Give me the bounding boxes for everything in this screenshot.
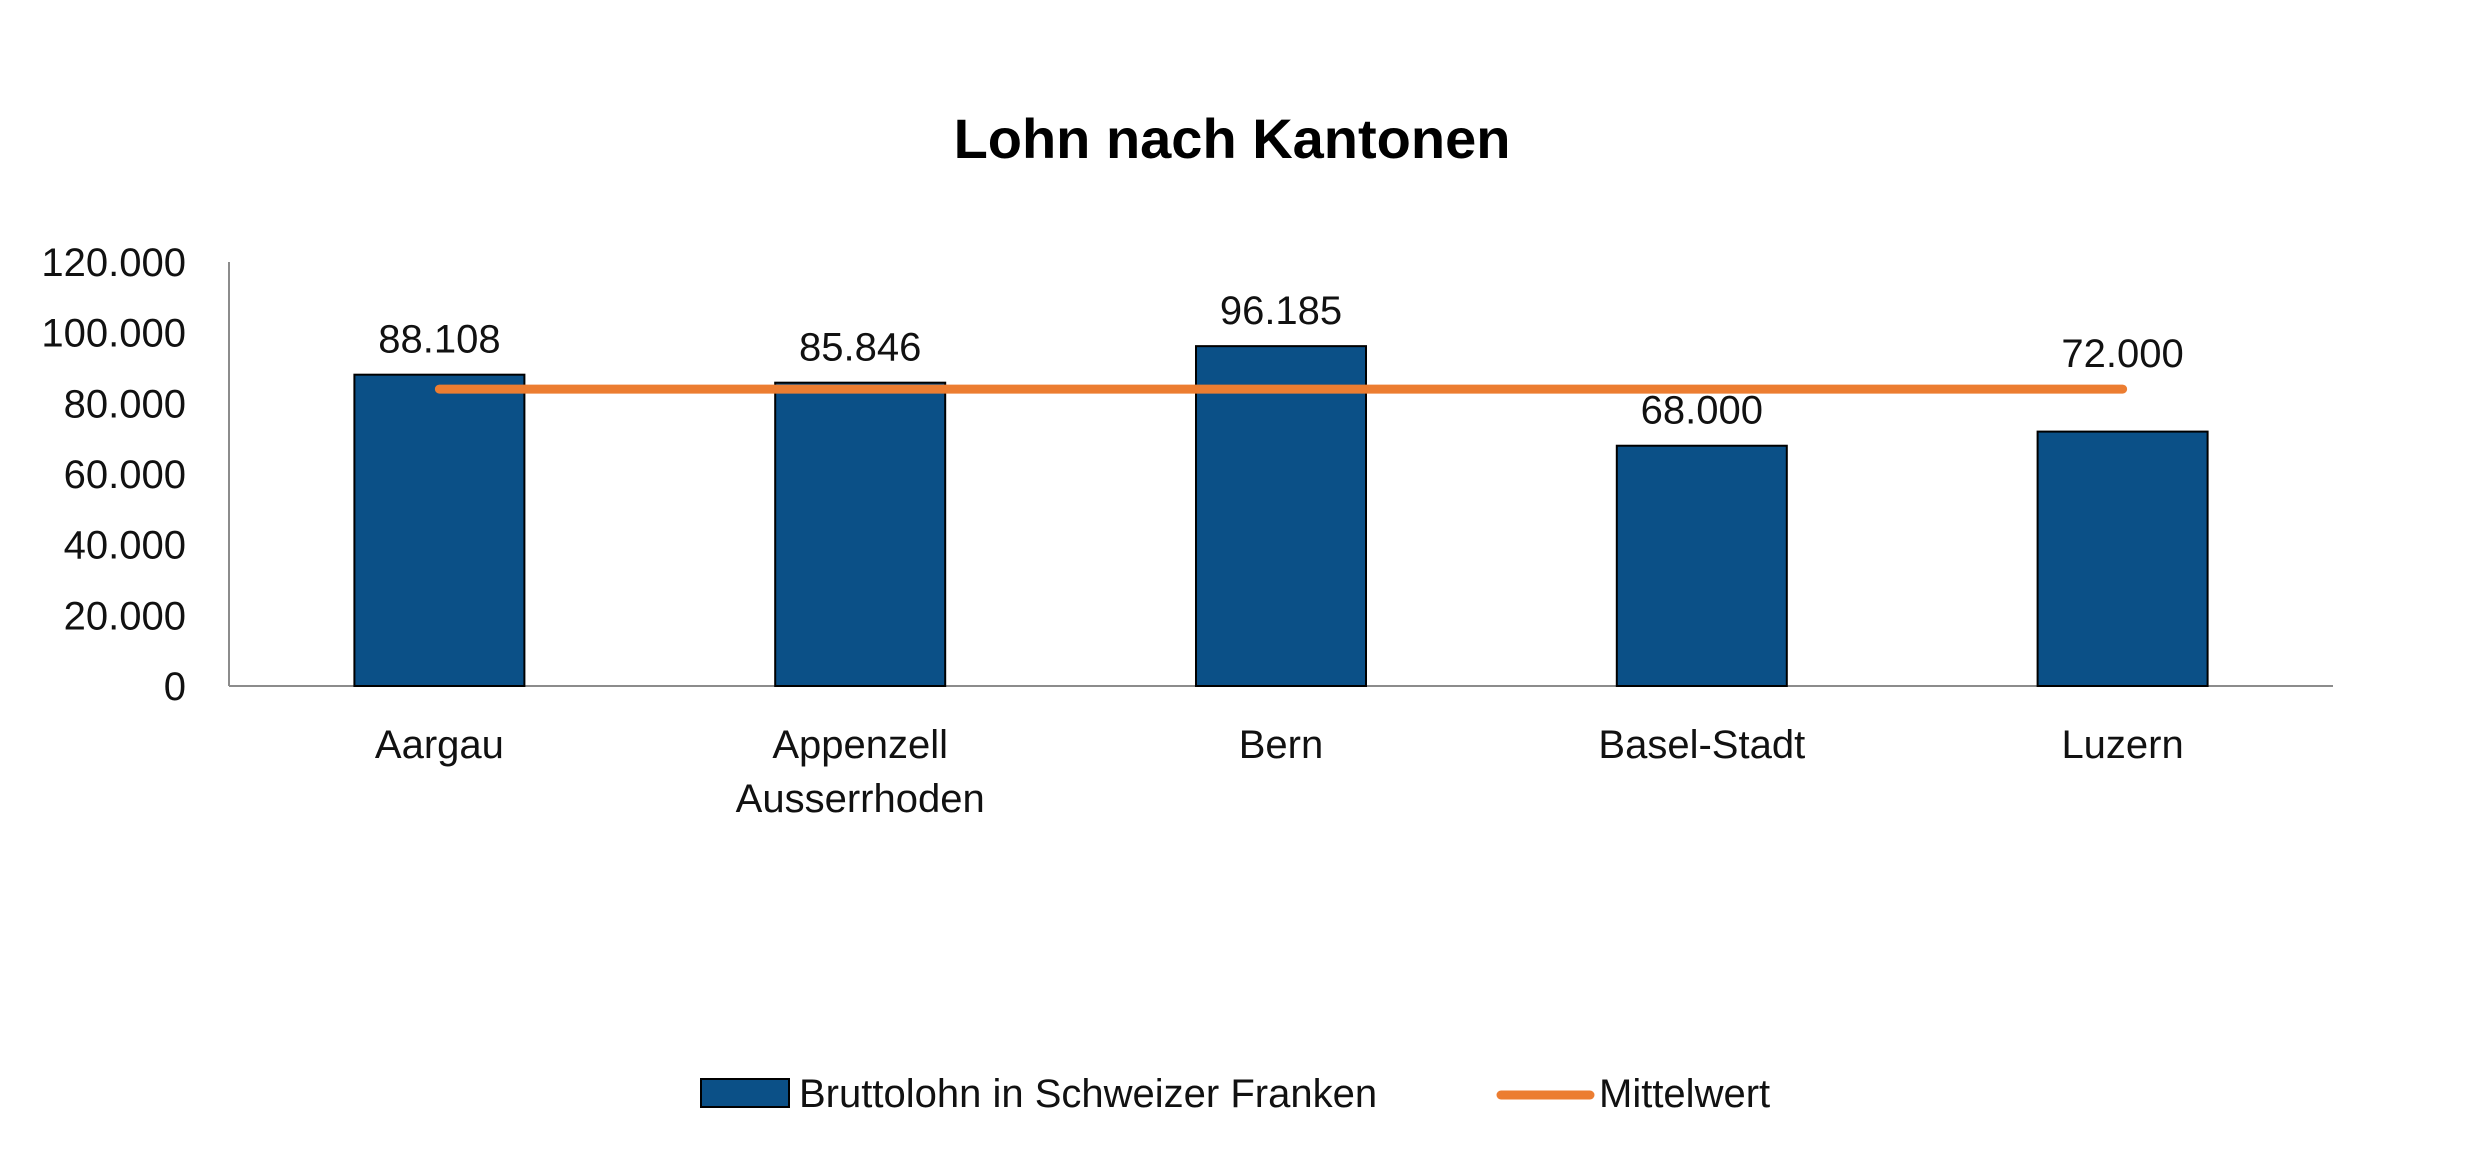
bar bbox=[2036, 430, 2209, 687]
y-tick-label: 60.000 bbox=[64, 453, 186, 497]
legend-line-label: Mittelwert bbox=[1599, 1072, 1770, 1116]
y-axis: 0 20.000 40.000 60.000 80.000 100.000 120.000 bbox=[41, 241, 230, 709]
x-category-label: Appenzell Ausserrhoden bbox=[736, 723, 985, 821]
legend-bar-label: Bruttolohn in Schweizer Franken bbox=[799, 1072, 1377, 1116]
bar-series bbox=[353, 345, 2209, 687]
data-label: 68.000 bbox=[1641, 389, 1763, 433]
data-label: 88.108 bbox=[378, 318, 500, 362]
bar bbox=[1615, 444, 1788, 687]
legend: Bruttolohn in Schweizer Franken Mittelwer… bbox=[700, 1072, 1770, 1116]
chart-title: Lohn nach Kantonen bbox=[954, 107, 1511, 170]
y-tick-label: 20.000 bbox=[64, 594, 186, 638]
y-tick-label: 40.000 bbox=[64, 524, 186, 568]
bar bbox=[353, 373, 526, 687]
legend-bar-swatch bbox=[700, 1078, 790, 1108]
y-tick-label: 80.000 bbox=[64, 382, 186, 426]
data-label: 96.185 bbox=[1220, 289, 1342, 333]
data-label: 85.846 bbox=[799, 326, 921, 370]
x-axis: Aargau Appenzell Ausserrhoden Bern Basel-Sta… bbox=[229, 685, 2333, 821]
x-category-label: Aargau bbox=[375, 723, 504, 767]
x-category-label: Bern bbox=[1239, 723, 1324, 767]
y-tick-label: 120.000 bbox=[41, 241, 186, 285]
data-label: 72.000 bbox=[2061, 332, 2183, 376]
y-tick-label: 0 bbox=[164, 665, 186, 709]
bar bbox=[774, 381, 947, 687]
x-category-label: Luzern bbox=[2061, 723, 2183, 767]
data-labels: 88.108 85.846 96.185 68.000 72.000 bbox=[378, 289, 2184, 433]
bar bbox=[1195, 345, 1367, 687]
x-category-label: Basel-Stadt bbox=[1598, 723, 1805, 767]
y-tick-label: 100.000 bbox=[41, 312, 186, 356]
